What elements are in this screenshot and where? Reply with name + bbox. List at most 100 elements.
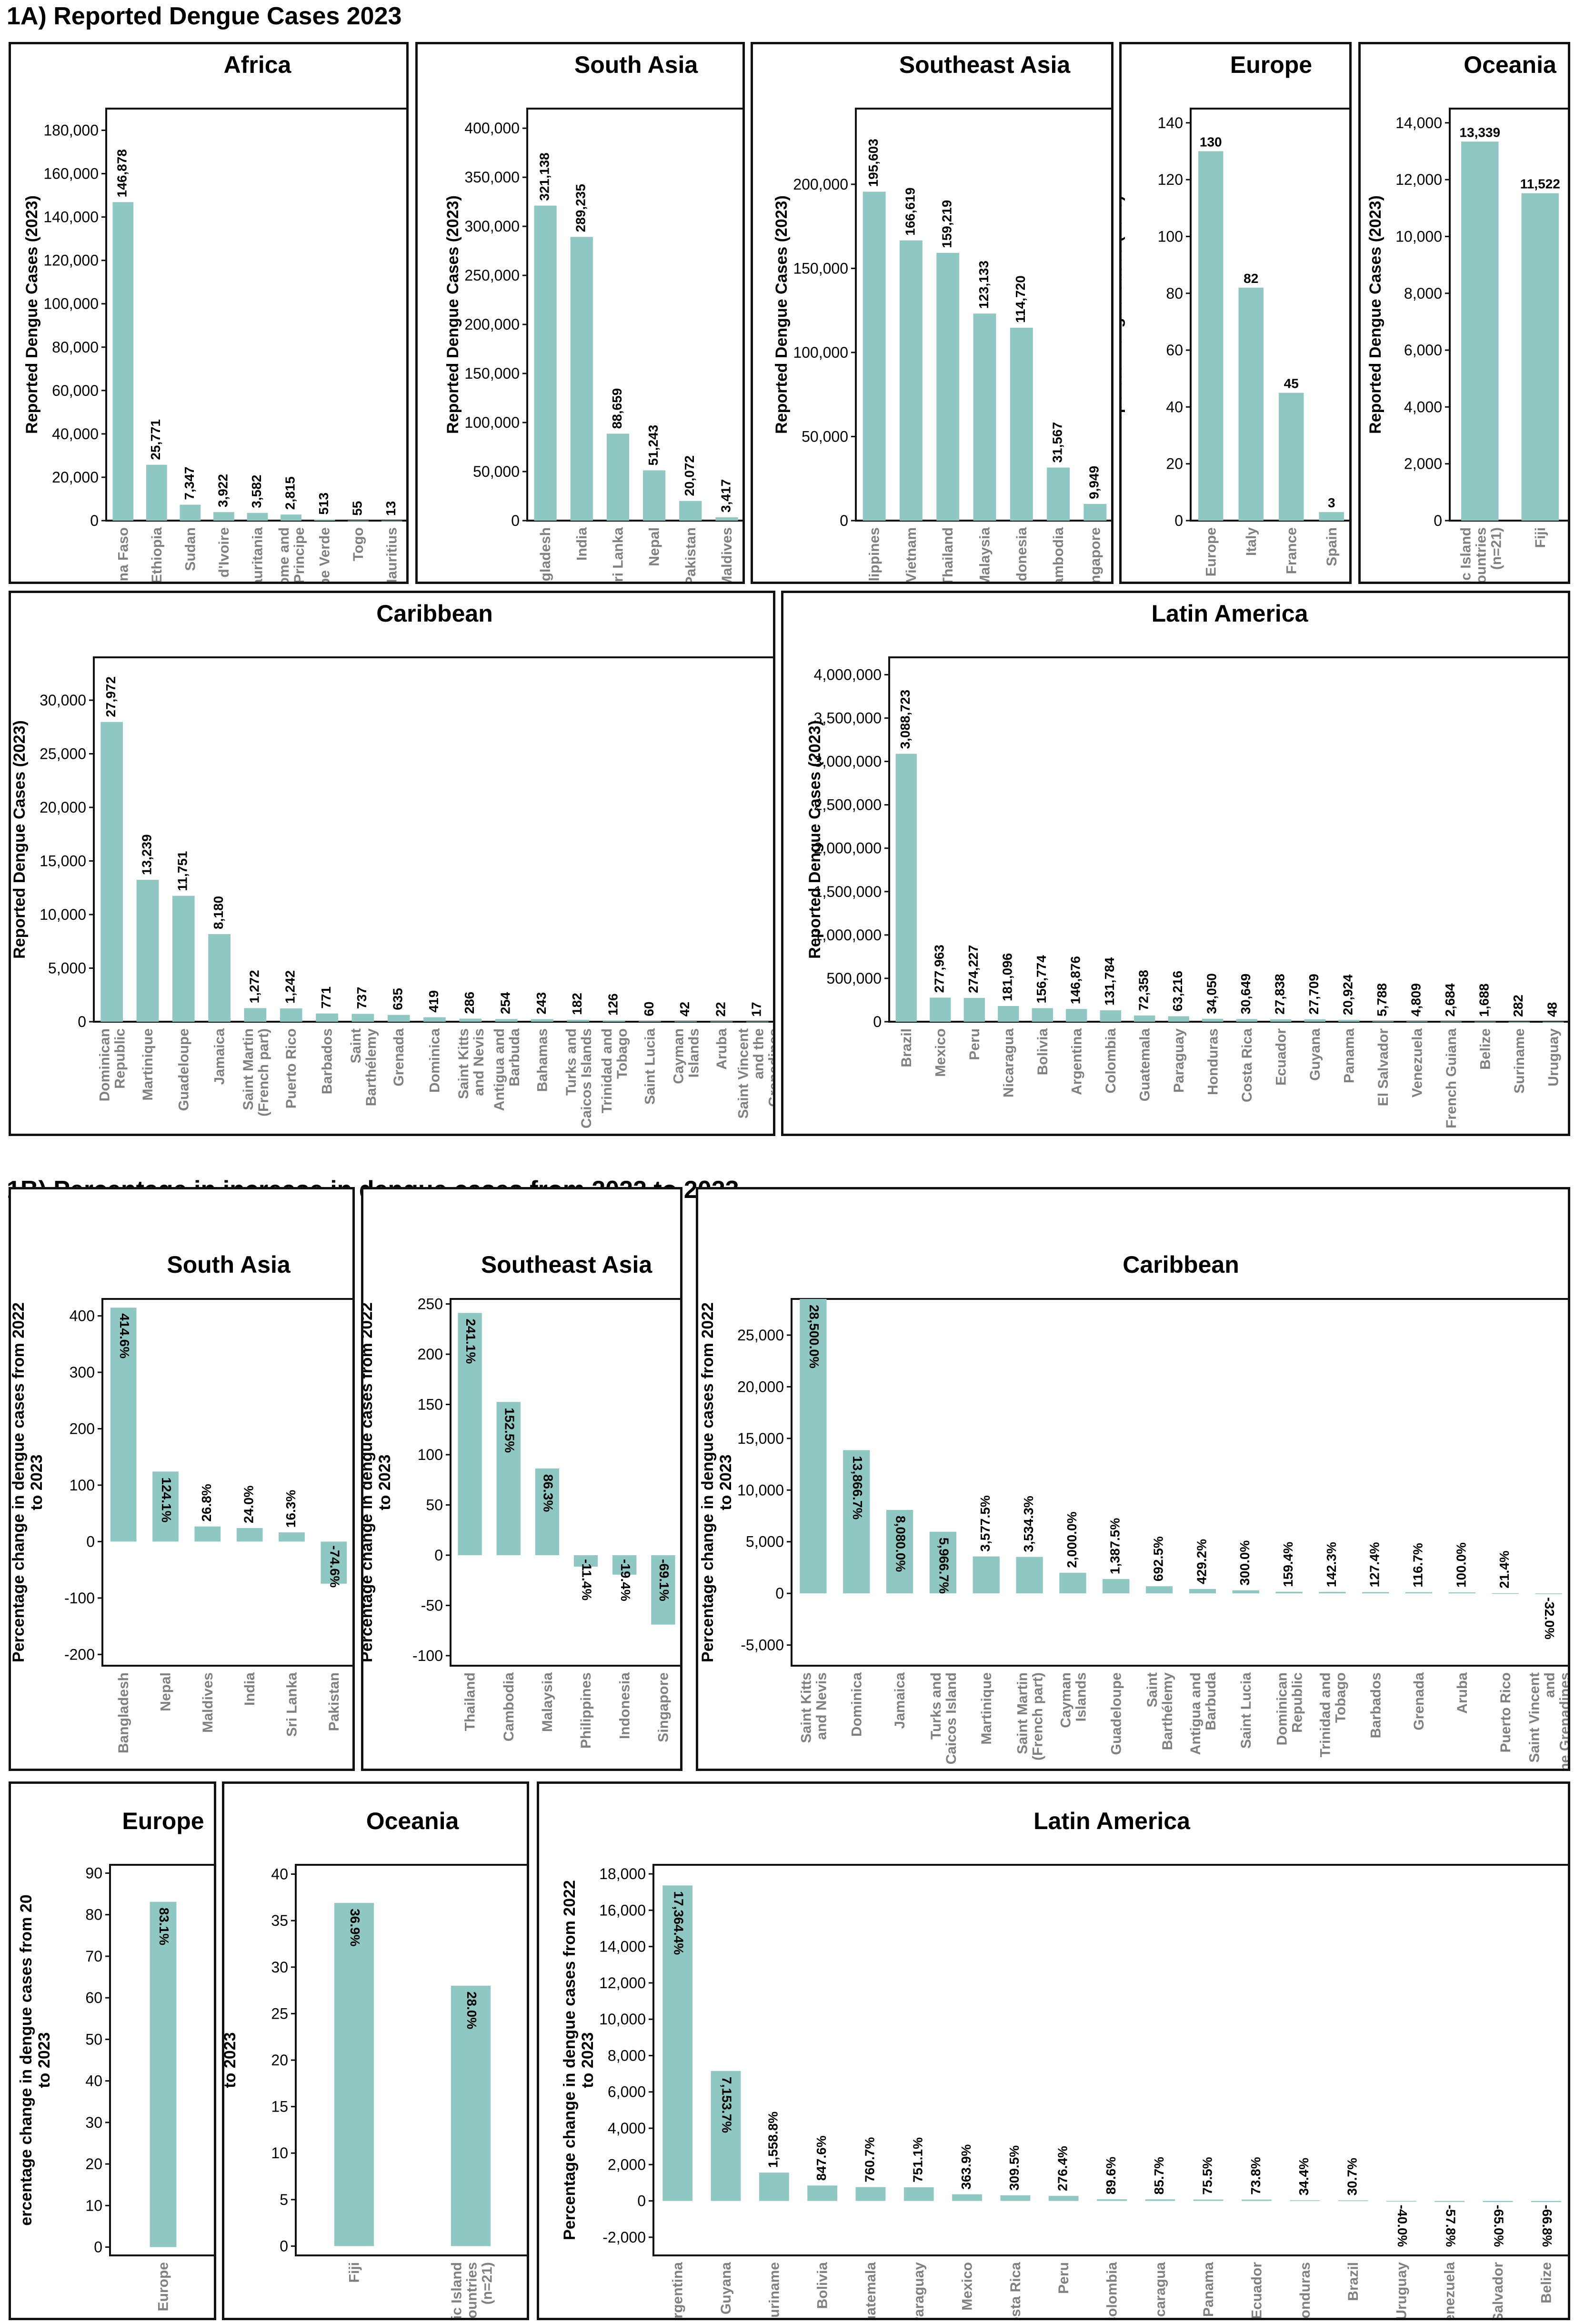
category-label: Turks andCaicos Islands (563, 1028, 594, 1128)
category-label: El Salvador (1375, 1028, 1391, 1107)
plot-frame (450, 1298, 680, 1667)
value-label: 130 (1200, 134, 1222, 149)
value-label: 13,866.7% (850, 1456, 865, 1519)
chart-panel-b-seasia: Southeast Asia -100 -50 0 50 100 150 200 250 Perc… (361, 1187, 682, 1771)
y-tick-label: 16,000 (599, 1901, 646, 1919)
bar-dominica (423, 1017, 446, 1022)
bar-saint-kitts-and-nevis (800, 1299, 827, 1594)
category-label: Pacific IslandCountries(n=21) (1458, 527, 1504, 582)
bar-vietnam (899, 240, 923, 521)
value-label: 146,878 (115, 149, 130, 197)
category-label: Malaysia (540, 1672, 555, 1732)
bar-spain (1319, 512, 1344, 521)
y-tick-label: 400,000 (464, 120, 520, 137)
value-label: 28,500.0% (807, 1305, 822, 1368)
y-axis-label: ercentage change in dengue cases from 20… (17, 1894, 53, 2225)
y-axis-label: Percentage change in dengue cases from 2… (699, 1302, 735, 1662)
y-tick-label: 0 (90, 512, 99, 529)
y-tick-label: 100 (1158, 228, 1183, 245)
value-label: 692.5% (1151, 1536, 1165, 1581)
category-label: Bahamas (534, 1028, 550, 1092)
chart-svg: Oceania 0 2,000 4,000 6,000 8,000 10,000 12,000… (1366, 51, 1568, 582)
value-label: -69.1% (657, 1559, 672, 1601)
category-label: Italy (1244, 527, 1259, 556)
value-label: 3,417 (718, 479, 733, 513)
category-label: Indonesia (617, 1672, 632, 1739)
value-label: 72,358 (1136, 970, 1151, 1011)
y-tick-label: 100,000 (464, 414, 520, 431)
category-label: Saint Martin(French part) (1015, 1672, 1046, 1761)
bar-brazil (895, 754, 917, 1022)
y-tick-label: 5,000 (48, 960, 86, 977)
category-label: Pakistan (326, 1672, 342, 1731)
bar-guyana (711, 2071, 741, 2201)
plot-frame (101, 1298, 352, 1667)
value-label: 83.1% (157, 1908, 171, 1945)
bar-cayman-islands (1059, 1572, 1086, 1594)
value-label: 159,219 (940, 200, 954, 248)
value-label: 24.0% (241, 1485, 256, 1523)
chart-title: Caribbean (376, 600, 493, 627)
y-tick-label: 0 (637, 2193, 646, 2210)
y-tick-label: 20 (1166, 455, 1183, 473)
bar-mauritania (247, 513, 268, 521)
value-label: 8,180 (211, 896, 226, 929)
y-tick-label: 80 (85, 1906, 102, 1923)
value-label: 1,688 (1477, 984, 1492, 1017)
chart-title: Caribbean (1123, 1251, 1239, 1278)
category-label: Thailand (462, 1672, 478, 1731)
chart-title: Latin America (1033, 1808, 1191, 1834)
bar-saint-vincent-and-the-grenadines (1535, 1593, 1562, 1594)
bar-argentina (662, 1885, 693, 2201)
y-tick-label: -50 (421, 1597, 443, 1614)
y-tick-label: 250 (418, 1296, 443, 1313)
value-label: 75.5% (1200, 2157, 1215, 2194)
y-tick-label: 4,000,000 (814, 666, 882, 683)
y-tick-label: 140,000 (43, 209, 99, 226)
category-label: Turks andCaicos Island (928, 1672, 959, 1764)
category-label: Peru (1056, 2262, 1072, 2294)
value-label: -40.0% (1395, 2205, 1410, 2247)
plot-frame (1449, 108, 1568, 522)
y-tick-label: 14,000 (1395, 114, 1442, 131)
value-label: 36.9% (348, 1909, 362, 1946)
category-label: Burkina Faso (115, 527, 131, 582)
value-label: -11.4% (580, 1559, 594, 1600)
bar-jamaica (886, 1509, 913, 1594)
bar-malaysia (535, 1468, 560, 1555)
category-label: Spain (1324, 527, 1340, 566)
bar-europe (1198, 151, 1224, 521)
y-tick-label: 160,000 (43, 165, 99, 182)
y-tick-label: 180,000 (43, 122, 99, 139)
bar-saint-barth-lemy (1145, 1586, 1173, 1594)
bar-antigua-and-barbuda (1189, 1589, 1216, 1594)
category-label: Nepal (158, 1672, 174, 1711)
category-label: Jamaica (892, 1672, 908, 1729)
plot-frame (652, 1864, 1568, 2256)
chart-svg: Caribbean 0 5,000 10,000 15,000 20,000 25,000 3… (11, 600, 773, 1128)
bar-martinique (973, 1556, 1000, 1594)
category-label: Cote d'Ivoire (216, 527, 232, 582)
category-label: Belize (1538, 2262, 1554, 2304)
bar-indonesia (612, 1555, 637, 1575)
category-label: Saint Kittsand Nevis (798, 1672, 829, 1743)
y-tick-label: 15,000 (40, 853, 86, 870)
bar-belize (1531, 2201, 1561, 2203)
value-label: 635 (391, 988, 405, 1010)
value-label: 3,582 (249, 475, 264, 508)
value-label: 16.3% (283, 1490, 298, 1528)
category-label: Belize (1477, 1028, 1493, 1070)
bar-panama (1193, 2199, 1224, 2201)
category-label: Europe (156, 2262, 171, 2311)
category-label: Pakistan (683, 527, 699, 582)
category-label: Ethiopia (149, 527, 165, 582)
value-label: 274,227 (966, 945, 981, 993)
bar-nepal (152, 1471, 179, 1542)
y-tick-label: 50,000 (802, 428, 848, 445)
bar-colombia (1097, 2199, 1127, 2201)
bar-grenada (1405, 1592, 1433, 1594)
chart-svg: Europe 0 10 20 30 40 50 60 70 80 90 ercentage chang… (17, 1808, 214, 2311)
value-label: 1,242 (283, 970, 298, 1004)
y-axis-label: Percentage change in dengue cases from 2… (561, 1880, 597, 2240)
category-label: Sao Tome andPrincipe (276, 527, 307, 582)
